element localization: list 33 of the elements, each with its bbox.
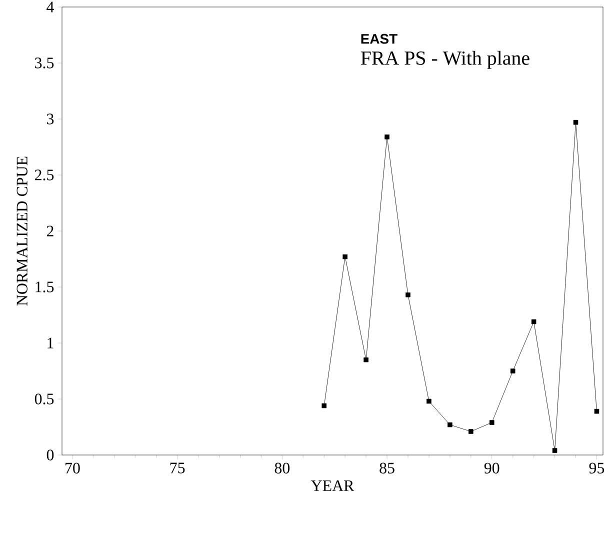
point xyxy=(342,254,348,260)
point xyxy=(594,408,600,414)
point xyxy=(426,398,432,404)
y-tick-label: 2.5 xyxy=(35,170,54,180)
y-tick-label: 3.5 xyxy=(35,58,54,68)
y-tick-label: 2 xyxy=(46,226,54,236)
y-tick-label: 0.5 xyxy=(34,394,54,404)
y-tick-label: 4 xyxy=(46,2,54,12)
x-tick-label: 90 xyxy=(484,462,500,474)
x-tick-label: 85 xyxy=(380,462,394,474)
point xyxy=(322,403,327,408)
point xyxy=(384,134,390,140)
y-axis-title: NORMALIZED CPUE xyxy=(16,156,28,306)
y-tick-label: 1 xyxy=(48,338,54,348)
point xyxy=(552,448,558,453)
point xyxy=(406,292,410,298)
x-tick-label: 70 xyxy=(66,462,80,474)
x-tick-label: 95 xyxy=(589,462,604,474)
point xyxy=(468,429,474,434)
text: FRA PS - With plane xyxy=(360,50,530,69)
y-tick-label: 0 xyxy=(46,450,54,460)
point xyxy=(448,422,452,428)
y-tick-label: 3 xyxy=(47,114,54,124)
point xyxy=(510,368,516,374)
y-tick-label: 1.5 xyxy=(36,282,54,292)
point xyxy=(364,357,368,362)
x-tick-label: 75 xyxy=(170,462,185,474)
point xyxy=(489,420,494,425)
text: EAST xyxy=(361,34,398,44)
point xyxy=(573,120,578,125)
x-axis-title: YEAR xyxy=(310,480,354,491)
x-tick-label: 80 xyxy=(274,462,290,474)
point xyxy=(531,319,536,324)
